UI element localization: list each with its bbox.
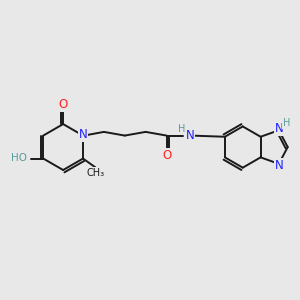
Text: HO: HO xyxy=(11,153,27,163)
Text: O: O xyxy=(162,149,171,162)
Text: H: H xyxy=(283,118,290,128)
Text: N: N xyxy=(274,158,283,172)
Text: N: N xyxy=(79,128,87,141)
Text: N: N xyxy=(274,122,283,135)
Text: H: H xyxy=(178,124,185,134)
Text: N: N xyxy=(185,129,194,142)
Text: CH₃: CH₃ xyxy=(87,168,105,178)
Text: O: O xyxy=(58,98,68,111)
